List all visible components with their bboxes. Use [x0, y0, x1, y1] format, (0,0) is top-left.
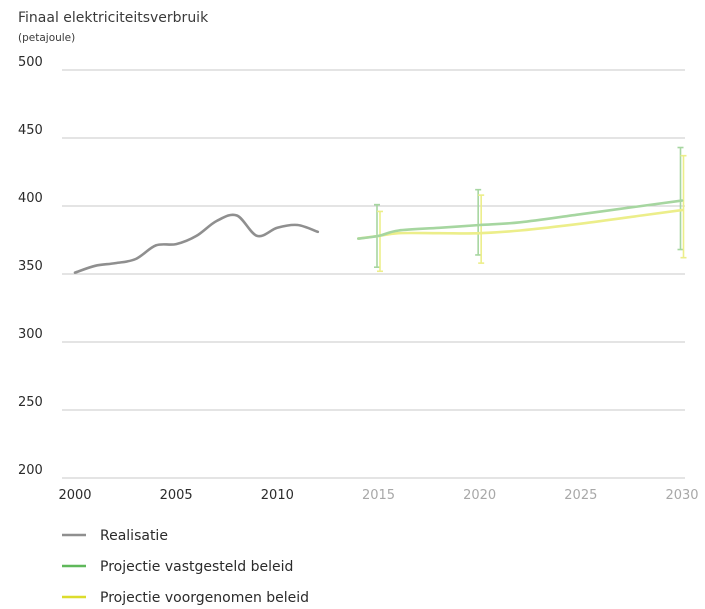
legend-item: Realisatie	[62, 528, 168, 544]
x-tick-label: 2025	[564, 488, 597, 503]
y-tick-label: 500	[18, 55, 43, 70]
error-bar	[680, 154, 687, 259]
series-line-2	[357, 208, 684, 240]
legend-item: Projectie vastgesteld beleid	[62, 559, 293, 575]
y-tick-label: 250	[18, 395, 43, 410]
x-tick-label: 2015	[362, 488, 395, 503]
series-line-1	[357, 199, 684, 240]
legend-label: Projectie vastgesteld beleid	[100, 559, 293, 575]
legend-label: Projectie voorgenomen beleid	[100, 590, 309, 606]
gridlines	[62, 69, 685, 479]
error-bars	[374, 146, 687, 273]
x-tick-label: 2010	[261, 488, 294, 503]
x-tick-label: 2005	[160, 488, 193, 503]
error-bar	[677, 146, 684, 251]
y-tick-label: 350	[18, 259, 43, 274]
y-tick-label: 200	[18, 463, 43, 478]
chart-title: Finaal elektriciteitsverbruik	[18, 10, 209, 26]
y-tick-label: 450	[18, 123, 43, 138]
x-axis-ticks: 2000 2005 2010 2015 2020 2025 2030	[58, 488, 698, 503]
legend-label: Realisatie	[100, 528, 168, 544]
y-tick-label: 400	[18, 191, 43, 206]
series-line-0	[73, 213, 320, 274]
x-tick-label: 2020	[463, 488, 496, 503]
legend: Realisatie Projectie vastgesteld beleid Pr…	[62, 528, 309, 606]
y-tick-label: 300	[18, 327, 43, 342]
y-axis-ticks: 200 250 300 350 400 450 500	[18, 55, 43, 478]
x-tick-label: 2000	[58, 488, 91, 503]
error-bar	[377, 210, 383, 273]
error-bar	[478, 194, 485, 264]
error-bar	[475, 188, 482, 256]
chart-subtitle: (petajoule)	[18, 32, 75, 44]
legend-item: Projectie voorgenomen beleid	[62, 590, 309, 606]
x-tick-label: 2030	[665, 488, 698, 503]
series-lines	[73, 199, 684, 274]
